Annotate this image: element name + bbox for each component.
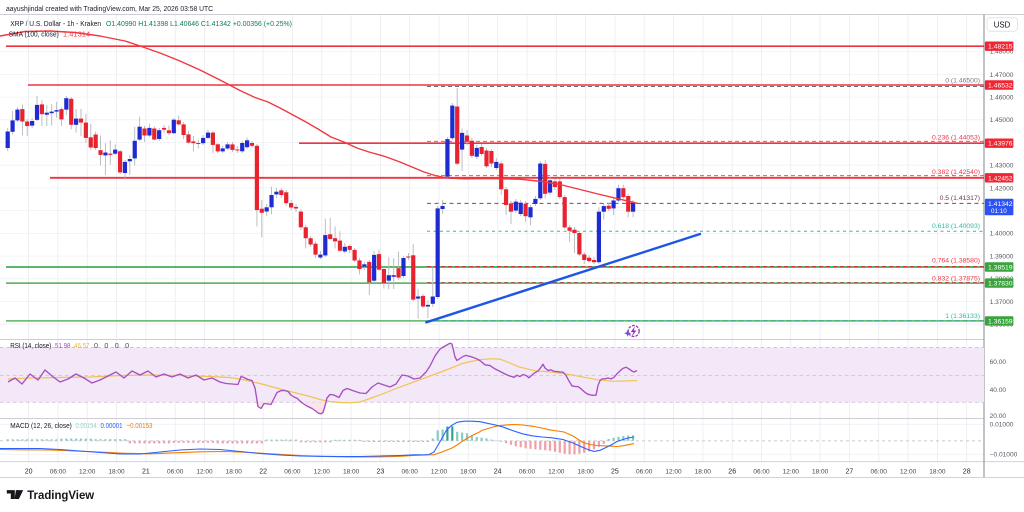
svg-text:0.382 (1.42540): 0.382 (1.42540) — [932, 169, 980, 176]
svg-text:1.48215: 1.48215 — [988, 44, 1013, 51]
svg-text:24: 24 — [494, 468, 502, 475]
svg-text:1.41342: 1.41342 — [988, 201, 1013, 208]
svg-text:12:00: 12:00 — [665, 468, 682, 475]
svg-text:0.5 (1.41317): 0.5 (1.41317) — [940, 195, 980, 202]
svg-text:1.48000: 1.48000 — [990, 49, 1014, 56]
svg-text:0.832 (1.37875): 0.832 (1.37875) — [932, 275, 980, 282]
svg-text:1.37830: 1.37830 — [988, 281, 1013, 288]
svg-text:1 (1.36133): 1 (1.36133) — [945, 313, 980, 320]
svg-text:1.40000: 1.40000 — [990, 231, 1014, 238]
svg-text:51.98: 51.98 — [55, 341, 71, 350]
svg-text:18:00: 18:00 — [929, 468, 946, 475]
svg-text:1.47000: 1.47000 — [990, 72, 1014, 79]
svg-text:12:00: 12:00 — [79, 468, 96, 475]
svg-text:28: 28 — [963, 468, 971, 475]
svg-text:1.36159: 1.36159 — [988, 318, 1013, 325]
svg-text:O1.40990 H1.41398 L1.40646: O1.40990 H1.41398 L1.40646 C1.41342 +0.0… — [106, 19, 292, 28]
svg-text:18:00: 18:00 — [460, 468, 477, 475]
svg-text:23: 23 — [377, 468, 385, 475]
svg-text:−0.00153: −0.00153 — [127, 421, 153, 430]
svg-text:1.46000: 1.46000 — [990, 95, 1014, 102]
svg-text:1.45000: 1.45000 — [990, 117, 1014, 124]
svg-text:SMA (100, close): SMA (100, close) — [9, 30, 59, 39]
svg-text:1.38519: 1.38519 — [988, 265, 1013, 272]
svg-text:1.43976: 1.43976 — [988, 141, 1013, 148]
svg-text:18:00: 18:00 — [226, 468, 243, 475]
svg-text:1.42452: 1.42452 — [988, 175, 1013, 182]
svg-text:0 0 0 0: 0 0 0 0 — [94, 341, 131, 350]
svg-text:18:00: 18:00 — [108, 468, 125, 475]
svg-text:0.236 (1.44053): 0.236 (1.44053) — [932, 135, 980, 142]
svg-text:20: 20 — [25, 468, 33, 475]
svg-text:0.764 (1.38580): 0.764 (1.38580) — [932, 258, 980, 265]
svg-text:1.39000: 1.39000 — [990, 254, 1014, 261]
svg-text:06:00: 06:00 — [753, 468, 770, 475]
svg-text:60.00: 60.00 — [990, 359, 1007, 366]
svg-text:0.618 (1.40093): 0.618 (1.40093) — [932, 223, 980, 230]
svg-text:22: 22 — [259, 468, 267, 475]
svg-text:−0.01000: −0.01000 — [990, 452, 1018, 459]
svg-text:0.01000: 0.01000 — [990, 422, 1014, 429]
svg-text:12:00: 12:00 — [783, 468, 800, 475]
svg-text:1.46532: 1.46532 — [988, 83, 1013, 90]
svg-text:21: 21 — [142, 468, 150, 475]
svg-text:1.41314: 1.41314 — [63, 30, 90, 39]
svg-text:RSI (14, close): RSI (14, close) — [10, 341, 51, 350]
svg-text:18:00: 18:00 — [343, 468, 360, 475]
svg-text:12:00: 12:00 — [196, 468, 213, 475]
svg-text:06:00: 06:00 — [50, 468, 67, 475]
svg-text:46.57: 46.57 — [74, 341, 90, 350]
svg-text:06:00: 06:00 — [519, 468, 536, 475]
svg-text:27: 27 — [846, 468, 854, 475]
svg-text:0 (1.46500): 0 (1.46500) — [945, 77, 980, 84]
svg-text:18:00: 18:00 — [812, 468, 829, 475]
svg-text:XRP / U.S. Dollar - 1h - Krake: XRP / U.S. Dollar - 1h - Kraken — [10, 19, 101, 28]
svg-text:20.00: 20.00 — [990, 413, 1007, 420]
svg-text:18:00: 18:00 — [695, 468, 712, 475]
svg-text:0.00154: 0.00154 — [76, 421, 97, 430]
svg-text:TradingView: TradingView — [27, 488, 95, 502]
svg-text:06:00: 06:00 — [402, 468, 419, 475]
svg-text:01:10: 01:10 — [991, 208, 1007, 215]
svg-text:1.43000: 1.43000 — [990, 163, 1014, 170]
svg-text:25: 25 — [611, 468, 619, 475]
svg-text:1.42000: 1.42000 — [990, 185, 1014, 192]
svg-text:1.37000: 1.37000 — [990, 299, 1014, 306]
svg-text:MACD (12, 26, close): MACD (12, 26, close) — [10, 421, 72, 430]
svg-text:aayushjindal created with Trad: aayushjindal created with TradingView.co… — [6, 4, 213, 13]
svg-text:06:00: 06:00 — [284, 468, 301, 475]
svg-text:12:00: 12:00 — [900, 468, 917, 475]
svg-text:06:00: 06:00 — [871, 468, 888, 475]
svg-text:0.00001: 0.00001 — [101, 421, 123, 430]
svg-text:26: 26 — [728, 468, 736, 475]
svg-text:12:00: 12:00 — [314, 468, 331, 475]
svg-text:06:00: 06:00 — [636, 468, 653, 475]
svg-text:12:00: 12:00 — [548, 468, 565, 475]
svg-text:12:00: 12:00 — [431, 468, 448, 475]
svg-text:06:00: 06:00 — [167, 468, 184, 475]
svg-text:40.00: 40.00 — [990, 387, 1007, 394]
svg-text:USD: USD — [994, 20, 1011, 29]
svg-text:18:00: 18:00 — [577, 468, 594, 475]
